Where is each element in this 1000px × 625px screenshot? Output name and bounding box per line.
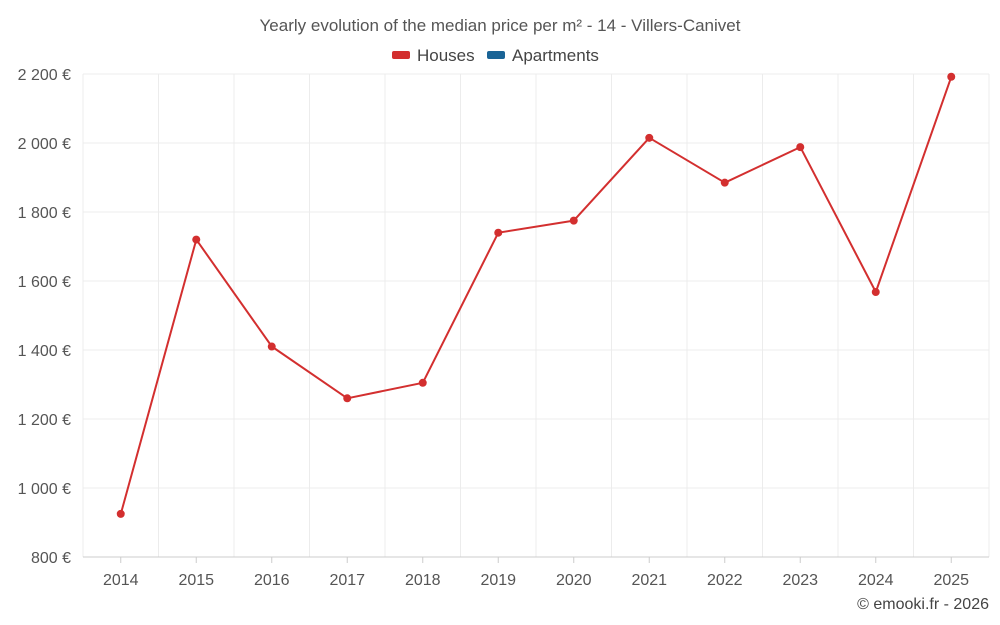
y-tick-label: 800 € <box>31 550 71 567</box>
x-tick-label: 2015 <box>178 572 214 589</box>
x-tick-label: 2022 <box>707 572 743 589</box>
y-tick-label: 1 600 € <box>18 274 71 291</box>
series-line-houses <box>119 76 953 515</box>
y-tick-label: 1 000 € <box>18 481 71 498</box>
series-layer <box>116 72 956 518</box>
data-point-houses <box>720 178 729 187</box>
data-point-houses <box>116 509 125 518</box>
data-point-houses <box>494 228 503 237</box>
data-point-houses <box>343 394 352 403</box>
x-tick-label: 2019 <box>480 572 516 589</box>
legend[interactable]: Houses Apartments <box>392 46 599 65</box>
data-point-houses <box>418 378 427 387</box>
legend-item-apartments[interactable]: Apartments <box>487 46 599 65</box>
legend-swatch-apartments <box>487 51 505 59</box>
data-point-houses <box>267 342 276 351</box>
y-tick-label: 1 200 € <box>18 412 71 429</box>
x-tick-label: 2021 <box>631 572 667 589</box>
x-tick-label: 2014 <box>103 572 139 589</box>
x-tick-label: 2018 <box>405 572 441 589</box>
legend-swatch-houses <box>392 51 410 59</box>
data-point-houses <box>645 133 654 142</box>
grid <box>82 73 990 557</box>
y-tick-label: 1 800 € <box>18 205 71 222</box>
x-tick-label: 2024 <box>858 572 894 589</box>
x-tick-label: 2023 <box>782 572 818 589</box>
legend-label-houses: Houses <box>417 46 475 65</box>
data-point-houses <box>569 216 578 225</box>
axes: 800 € 1 000 € 1 200 € 1 400 € 1 600 € 1 800 €… <box>18 67 989 589</box>
credit-text: © emooki.fr - 2026 <box>857 596 989 613</box>
y-tick-label: 1 400 € <box>18 343 71 360</box>
y-tick-label: 2 200 € <box>18 67 71 84</box>
x-tick-label: 2025 <box>933 572 969 589</box>
data-point-houses <box>796 143 805 152</box>
data-point-houses <box>871 288 880 297</box>
data-point-houses <box>192 235 201 244</box>
x-tick-label: 2016 <box>254 572 290 589</box>
legend-label-apartments: Apartments <box>512 46 599 65</box>
x-tick-label: 2017 <box>329 572 365 589</box>
y-tick-label: 2 000 € <box>18 136 71 153</box>
x-tick-label: 2020 <box>556 572 592 589</box>
data-point-houses <box>947 72 956 81</box>
legend-item-houses[interactable]: Houses <box>392 46 475 65</box>
chart-title: Yearly evolution of the median price per… <box>260 16 741 35</box>
